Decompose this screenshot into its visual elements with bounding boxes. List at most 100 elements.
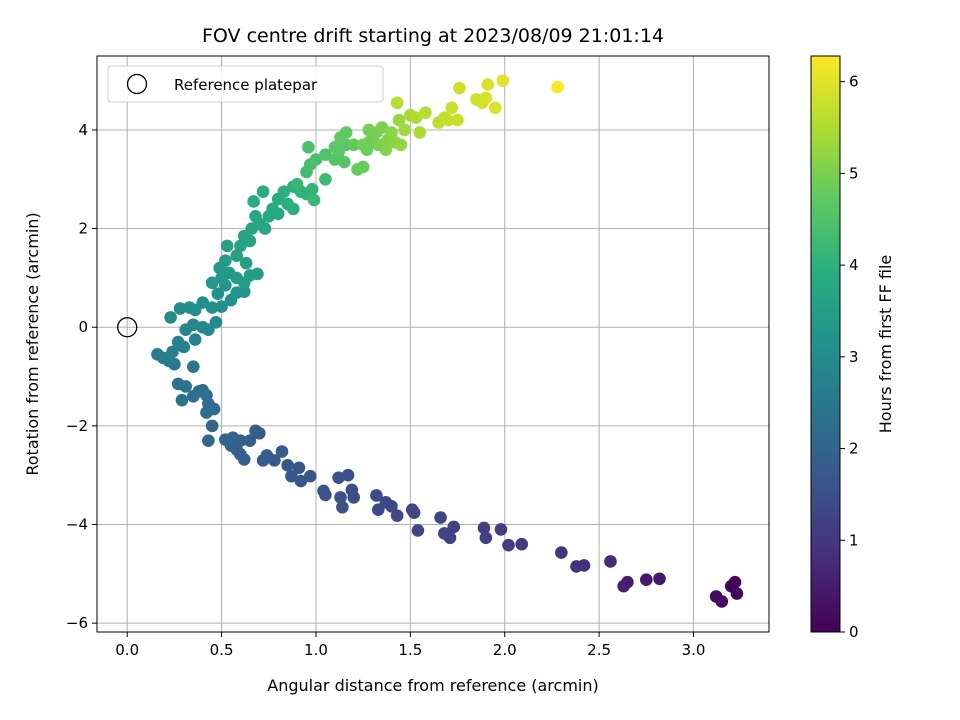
- data-point: [570, 560, 583, 573]
- data-point: [332, 471, 345, 484]
- data-point: [234, 239, 247, 253]
- data-point: [453, 81, 466, 95]
- data-point: [164, 311, 177, 324]
- data-point: [390, 509, 404, 522]
- data-point: [290, 177, 304, 191]
- data-point: [205, 301, 219, 314]
- x-tick-label: 2.5: [587, 641, 611, 659]
- y-tick-label: 0: [78, 318, 88, 336]
- data-point: [515, 537, 529, 551]
- data-point: [371, 503, 385, 516]
- colorbar-tick-label: 2: [849, 440, 859, 458]
- data-point: [205, 419, 219, 433]
- legend: Reference platepar: [107, 65, 384, 103]
- colorbar: 0 1 2 3 4 5 6 Hours from first FF file: [810, 55, 895, 641]
- data-point: [653, 572, 666, 586]
- data-point: [186, 318, 200, 332]
- data-point: [249, 424, 262, 438]
- data-point: [287, 202, 300, 216]
- data-point: [166, 345, 179, 359]
- colorbar-frame: [810, 55, 841, 633]
- data-point: [479, 531, 493, 545]
- data-point: [243, 434, 257, 447]
- data-point: [494, 523, 508, 536]
- data-point: [339, 126, 353, 139]
- data-point: [370, 489, 383, 502]
- data-point: [328, 140, 342, 154]
- data-point: [356, 160, 370, 174]
- data-point: [305, 182, 319, 196]
- data-point: [219, 254, 232, 267]
- x-tick-label: 0.5: [210, 641, 234, 659]
- data-point: [266, 202, 279, 216]
- data-point: [394, 138, 408, 152]
- data-point: [317, 484, 330, 498]
- data-point: [715, 595, 729, 608]
- x-tick-label: 3.0: [682, 641, 706, 659]
- x-tick-label: 2.0: [493, 641, 517, 659]
- colorbar-tick-label: 0: [849, 623, 859, 641]
- data-point: [251, 267, 264, 281]
- data-point: [277, 185, 291, 198]
- data-point: [604, 555, 617, 568]
- data-point: [728, 575, 742, 589]
- x-axis-ticks: 0.0 0.5 1.0 1.5 2.0 2.5 3.0: [115, 632, 705, 659]
- data-point: [220, 239, 234, 253]
- colorbar-label: Hours from first FF file: [876, 255, 895, 434]
- x-tick-label: 0.0: [115, 641, 139, 659]
- data-point: [186, 360, 200, 373]
- y-axis-label: Rotation from reference (arcmin): [23, 212, 42, 475]
- data-point: [405, 503, 419, 516]
- data-point: [451, 113, 464, 127]
- data-point: [309, 153, 323, 166]
- data-point: [319, 148, 332, 161]
- data-point: [347, 138, 361, 152]
- data-point: [477, 521, 491, 535]
- data-point: [188, 333, 202, 346]
- data-point: [341, 468, 355, 482]
- x-axis-label: Angular distance from reference (arcmin): [267, 676, 598, 695]
- y-tick-label: −4: [66, 515, 88, 533]
- data-point: [398, 123, 411, 137]
- data-point: [171, 335, 185, 349]
- reference-platepar-marker: [117, 317, 138, 338]
- data-point: [205, 276, 219, 290]
- data-point: [237, 285, 251, 299]
- x-tick-label: 1.0: [304, 641, 328, 659]
- colorbar-tick-label: 4: [849, 256, 859, 274]
- data-point: [419, 106, 432, 120]
- y-axis-ticks: −6 −4 −2 0 2 4: [66, 121, 97, 632]
- data-point: [219, 433, 232, 446]
- plot-frame: [96, 55, 770, 633]
- data-point: [496, 74, 510, 87]
- data-point: [337, 155, 351, 169]
- data-point: [239, 256, 253, 270]
- data-point: [247, 195, 260, 208]
- data-point: [256, 454, 270, 467]
- data-point: [434, 511, 447, 524]
- data-point: [294, 474, 308, 488]
- legend-label: Reference platepar: [174, 76, 318, 94]
- data-point: [151, 348, 164, 361]
- data-point: [215, 300, 228, 313]
- data-points: [151, 74, 744, 608]
- data-point: [334, 491, 347, 504]
- data-point: [445, 101, 459, 115]
- data-point: [555, 546, 568, 559]
- data-point: [481, 78, 495, 91]
- colorbar-tick-label: 3: [849, 348, 859, 366]
- data-point: [285, 469, 298, 483]
- data-point: [413, 126, 427, 139]
- data-point: [249, 209, 262, 223]
- data-point: [385, 126, 398, 139]
- y-tick-label: 4: [78, 121, 88, 139]
- data-point: [390, 96, 404, 110]
- colorbar-tick-label: 6: [849, 73, 859, 91]
- data-point: [292, 461, 306, 475]
- data-point: [488, 101, 502, 115]
- data-point: [479, 91, 493, 105]
- data-point: [302, 140, 315, 154]
- data-point: [175, 393, 189, 407]
- data-point: [173, 302, 187, 315]
